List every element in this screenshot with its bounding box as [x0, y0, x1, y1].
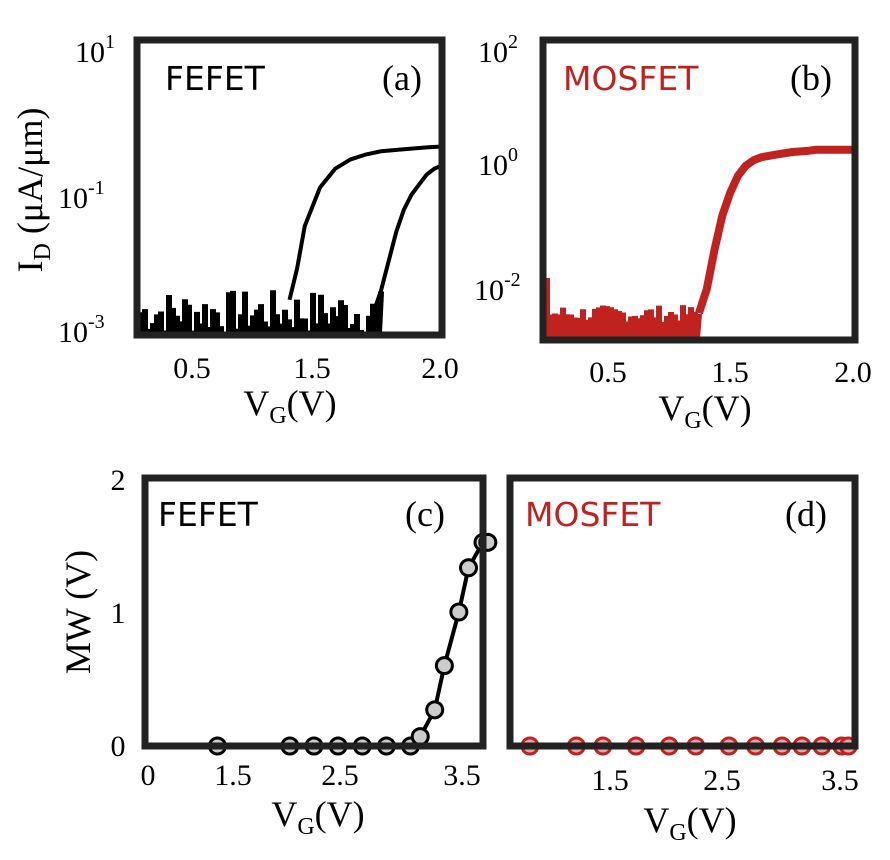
panel-c-xtick-3: 3.5: [443, 759, 481, 792]
panel-d: MOSFET (d) 1.5 2.5 3.5 VG(V): [506, 474, 859, 846]
panel-a-ytick-0: 10-3: [58, 311, 105, 349]
panel-b-left-spike: [544, 278, 550, 338]
panel-a-inset-label: FEFET: [165, 59, 266, 98]
panel-b-letter: (b): [790, 58, 832, 98]
panel-b-noise-floor: [544, 305, 703, 339]
panel-a-xtick-2: 2.0: [421, 352, 459, 385]
panel-b-xtick-0: 0.5: [589, 356, 627, 389]
panel-c-point-7: [410, 727, 430, 747]
panel-a-ylabel: ID (μA/μm): [10, 108, 56, 273]
panel-c-ytick-1: 1: [111, 597, 126, 630]
panel-b-ytick-0: 10-2: [474, 269, 521, 307]
panel-b-xtick-1: 1.5: [711, 356, 749, 389]
panel-b: MOSFET (b) 10-2 100 102 0.5 1.5 2.0 VG(V…: [474, 31, 872, 434]
panel-c-ytick-0: 0: [111, 730, 126, 763]
panel-b-xtick-2: 2.0: [834, 356, 872, 389]
panel-a-frame: [133, 36, 446, 339]
panel-c-point-11: [459, 558, 479, 578]
panel-a-xtick-0: 0.5: [173, 352, 211, 385]
panel-c-ylabel: MW (V): [58, 550, 98, 674]
panel-d-xtick-0: 1.5: [591, 764, 629, 797]
panel-a-curve-1: [371, 163, 443, 314]
panel-c-point-9: [434, 656, 454, 676]
panel-a-ytick-2: 101: [75, 31, 115, 69]
panel-c-point-8: [425, 700, 445, 720]
panel-c-letter: (c): [405, 494, 445, 534]
panel-a-noise-floor: [138, 290, 385, 334]
panel-a-letter: (a): [382, 58, 422, 98]
panel-a-xtick-1: 1.5: [293, 352, 331, 385]
panel-a-xlabel: VG(V): [243, 383, 336, 429]
panel-a-curve-0: [287, 144, 443, 301]
panel-b-xlabel: VG(V): [658, 388, 751, 434]
panel-d-xlabel: VG(V): [643, 800, 736, 846]
panel-a-ytick-1: 10-1: [58, 177, 105, 215]
panel-c-frame: [141, 474, 487, 750]
panel-c-xtick-0: 0: [141, 759, 156, 792]
panel-a: FEFET (a) 10-3 10-1 101 0.5 1.5 2.0 VG(V…: [10, 31, 459, 429]
panel-b-frame: [539, 36, 859, 344]
panel-b-ytick-1: 100: [478, 144, 518, 182]
panel-c-line-0: [217, 540, 488, 748]
panel-b-inset-label: MOSFET: [563, 59, 699, 98]
panel-c-xlabel: VG(V): [271, 794, 364, 840]
panel-c-point-10: [449, 602, 469, 622]
panel-c: FEFET (c) 0 1 2 0 1.5 2.5 3.5 VG(V) MW (…: [58, 464, 498, 840]
panel-d-xtick-1: 2.5: [703, 764, 741, 797]
panel-a-plot-area: [138, 144, 443, 334]
panel-d-frame: [506, 474, 859, 750]
panel-d-xtick-2: 3.5: [821, 764, 859, 797]
panel-c-plot-area: [207, 532, 498, 756]
panel-d-inset-label: MOSFET: [525, 495, 661, 534]
panel-c-xtick-1: 1.5: [214, 759, 252, 792]
panel-b-plot-area: [544, 145, 855, 339]
panel-b-ytick-2: 102: [478, 31, 518, 69]
panel-b-curve-0: [695, 145, 855, 315]
panel-d-letter: (d): [785, 494, 827, 534]
panel-c-ytick-2: 2: [111, 464, 126, 497]
panel-c-xtick-2: 2.5: [321, 759, 359, 792]
panel-c-inset-label: FEFET: [158, 495, 259, 534]
